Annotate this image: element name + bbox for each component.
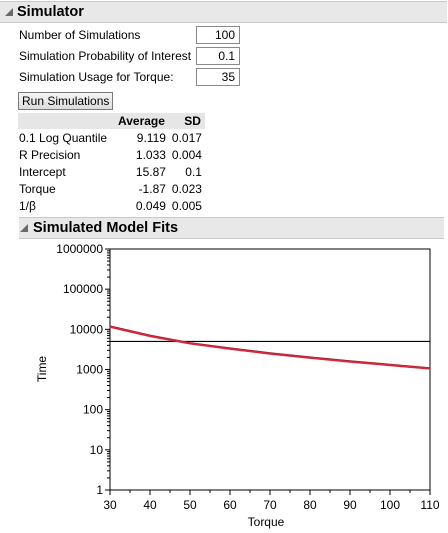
model-fits-title: Simulated Model Fits	[33, 220, 179, 236]
x-tick-label: 70	[263, 498, 277, 512]
disclosure-triangle-icon[interactable]	[20, 224, 28, 232]
row-label: Intercept	[19, 164, 66, 179]
param-label-usage: Simulation Usage for Torque:	[19, 70, 174, 84]
table-row: R Precision 1.033 0.004	[18, 146, 205, 163]
x-tick-label: 60	[223, 498, 237, 512]
table-header-row: Average SD	[18, 113, 205, 129]
sd-cell: 0.023	[171, 181, 202, 196]
sd-cell: 0.1	[185, 164, 202, 179]
x-tick-label: 50	[183, 498, 197, 512]
row-label: 1/β	[19, 198, 36, 213]
row-label: 0.1 Log Quantile	[19, 130, 108, 145]
column-header-blank	[18, 113, 114, 129]
row-label: R Precision	[19, 147, 81, 162]
table-row: Torque -1.87 0.023	[18, 180, 205, 197]
column-header-sd: SD	[168, 113, 205, 129]
sd-cell: 0.005	[171, 198, 202, 213]
series-line-2	[109, 325, 431, 370]
column-header-average: Average	[114, 113, 169, 129]
y-tick-label: 1	[96, 483, 103, 497]
x-tick-label: 110	[420, 498, 439, 512]
y-tick-label: 10	[90, 443, 104, 457]
y-tick-label: 1000000	[56, 242, 103, 256]
simulator-header[interactable]: Simulator	[0, 1, 447, 23]
sd-cell: 0.004	[171, 147, 202, 162]
average-cell: 15.87	[135, 164, 166, 179]
param-label-prob: Simulation Probability of Interest	[19, 49, 192, 63]
y-axis-label: Time	[35, 356, 49, 383]
x-tick-label: 40	[143, 498, 157, 512]
run-simulations-button[interactable]: Run Simulations	[18, 92, 114, 110]
y-tick-label: 100000	[63, 282, 103, 296]
x-tick-label: 100	[380, 498, 400, 512]
param-label-num-sims: Number of Simulations	[19, 28, 141, 42]
table-row: 1/β 0.049 0.005	[18, 197, 205, 214]
sd-cell: 0.017	[171, 130, 202, 145]
x-tick-label: 30	[103, 498, 117, 512]
average-cell: 9.119	[136, 130, 166, 145]
plot-frame	[109, 248, 431, 491]
num-simulations-input[interactable]	[196, 26, 240, 44]
probability-input[interactable]	[196, 47, 240, 65]
table-row: 0.1 Log Quantile 9.119 0.017	[18, 129, 205, 146]
y-tick-label: 100	[83, 403, 103, 417]
y-axis: 1 10 100 1000 10000 100000 1000000	[56, 242, 110, 497]
x-axis-label: Torque	[248, 515, 285, 529]
disclosure-triangle-icon[interactable]	[5, 8, 13, 16]
series-layer	[109, 325, 431, 370]
y-tick-label: 1000	[76, 363, 103, 377]
x-tick-label: 80	[303, 498, 317, 512]
x-tick-label: 90	[343, 498, 357, 512]
average-cell: 0.049	[135, 198, 166, 213]
average-cell: -1.87	[138, 181, 166, 196]
usage-torque-input[interactable]	[196, 68, 240, 86]
simulator-title: Simulator	[17, 4, 84, 20]
y-tick-label: 10000	[70, 322, 104, 336]
table-row: Intercept 15.87 0.1	[18, 163, 205, 180]
model-fits-header[interactable]: Simulated Model Fits	[19, 217, 444, 239]
row-label: Torque	[19, 181, 56, 196]
simulation-results-table: Average SD 0.1 Log Quantile 9.119 0.017 …	[18, 113, 205, 214]
x-axis: 30 40 50 60 70 80 90 100 110	[103, 490, 440, 512]
average-cell: 1.033	[135, 147, 166, 162]
